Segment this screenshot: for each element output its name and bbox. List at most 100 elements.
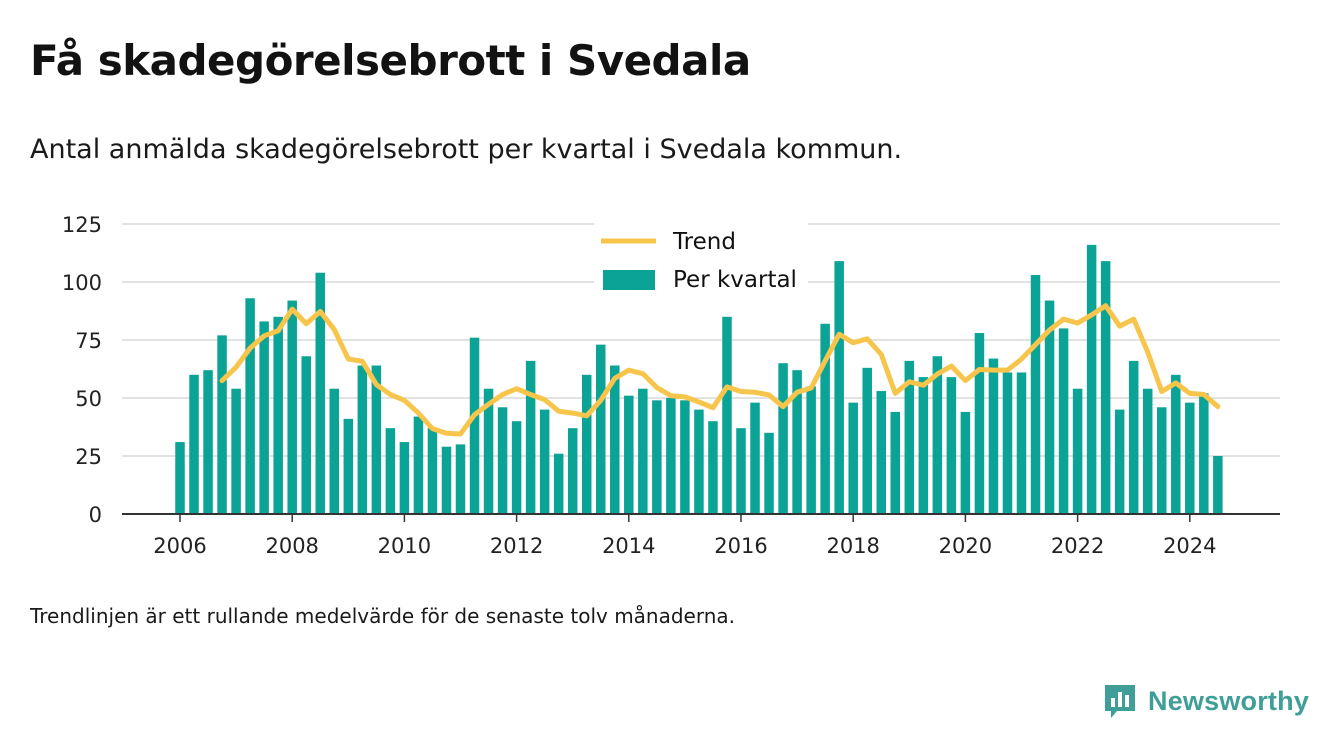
y-tick-label: 100	[62, 271, 102, 295]
bar	[273, 316, 283, 514]
bar	[1086, 244, 1097, 514]
bar	[413, 416, 424, 514]
bar	[357, 365, 368, 514]
bar	[287, 300, 297, 514]
bar	[834, 261, 844, 514]
x-tick-label: 2006	[153, 534, 206, 558]
newsworthy-logo-icon	[1105, 685, 1135, 718]
bar	[750, 402, 760, 514]
bar	[245, 298, 255, 514]
bar	[1171, 374, 1181, 514]
bar	[1114, 409, 1125, 514]
bar	[511, 421, 522, 514]
bar	[259, 321, 269, 514]
bar	[315, 272, 325, 514]
bar	[764, 432, 774, 514]
x-tick-label: 2012	[490, 534, 543, 558]
y-tick-label: 50	[75, 387, 102, 411]
bar	[497, 407, 508, 514]
bar	[806, 386, 816, 514]
bar	[904, 360, 915, 514]
bar	[1016, 372, 1027, 514]
bar	[1185, 402, 1195, 514]
bar	[778, 363, 788, 514]
bar	[539, 409, 550, 514]
chart-subtitle: Antal anmälda skadegörelsebrott per kvar…	[30, 134, 903, 165]
bar	[596, 344, 606, 514]
bar	[610, 365, 620, 514]
bar	[946, 377, 957, 514]
bar	[1199, 393, 1209, 514]
bar	[567, 428, 578, 514]
bar	[1030, 275, 1041, 514]
bar	[329, 388, 340, 514]
bar	[932, 356, 943, 514]
bar	[820, 323, 830, 514]
bar	[385, 428, 396, 514]
y-tick-label: 75	[75, 329, 102, 353]
y-tick-label: 125	[62, 213, 102, 237]
bar	[217, 335, 227, 514]
bar	[848, 402, 858, 514]
bar	[638, 388, 648, 514]
bar	[1044, 300, 1055, 514]
bar	[694, 409, 704, 514]
bar	[1213, 456, 1223, 514]
brand-logo: Newsworthy	[1102, 682, 1309, 720]
x-tick-label: 2010	[378, 534, 431, 558]
trend-series	[219, 303, 1221, 437]
x-tick-label: 2014	[602, 534, 655, 558]
bar	[666, 398, 676, 514]
bar	[708, 421, 718, 514]
brand-name: Newsworthy	[1148, 685, 1310, 716]
bar	[890, 411, 901, 514]
bar	[399, 442, 410, 514]
bar	[624, 395, 634, 514]
bar	[960, 411, 971, 514]
bar	[301, 356, 311, 514]
y-tick-label: 0	[89, 503, 102, 527]
x-tick-label: 2022	[1051, 534, 1104, 558]
bar	[175, 442, 185, 514]
bar	[469, 337, 480, 514]
bar	[427, 428, 438, 514]
bar	[231, 388, 241, 514]
bar-series	[175, 244, 1223, 514]
bar	[553, 453, 564, 514]
bar	[862, 367, 872, 514]
x-tick-label: 2008	[265, 534, 318, 558]
bar	[441, 446, 452, 514]
axes: 0 25 50 75 100 125 2006 2008 2010 2012 2014 2016 201…	[62, 213, 1280, 558]
bar	[189, 374, 199, 514]
bar	[722, 316, 732, 514]
x-tick-label: 2020	[939, 534, 992, 558]
bar	[483, 388, 494, 514]
bar	[974, 333, 985, 514]
bar	[371, 365, 382, 514]
trend-line	[219, 303, 1221, 437]
bar	[1002, 372, 1013, 514]
bar	[343, 418, 354, 514]
bar	[652, 400, 662, 514]
legend-bar-swatch	[603, 270, 655, 290]
bar	[581, 374, 592, 514]
legend: Trend Per kvartal	[594, 220, 808, 300]
footnote: Trendlinjen är ett rullande medelvärde f…	[30, 604, 736, 628]
x-tick-label: 2018	[826, 534, 879, 558]
bar	[1142, 388, 1153, 514]
x-tick-label: 2024	[1163, 534, 1216, 558]
bar	[1100, 261, 1111, 514]
legend-trend-label: Trend	[672, 229, 736, 255]
bar	[918, 377, 929, 514]
x-tick-label: 2016	[714, 534, 767, 558]
bar	[525, 360, 536, 514]
bar	[1128, 360, 1139, 514]
bar	[792, 370, 802, 514]
bar	[1157, 407, 1167, 514]
bar	[455, 444, 466, 514]
bar	[876, 391, 886, 514]
bar	[1058, 328, 1069, 514]
bar	[203, 370, 213, 514]
bar	[988, 358, 999, 514]
y-tick-label: 25	[75, 445, 102, 469]
